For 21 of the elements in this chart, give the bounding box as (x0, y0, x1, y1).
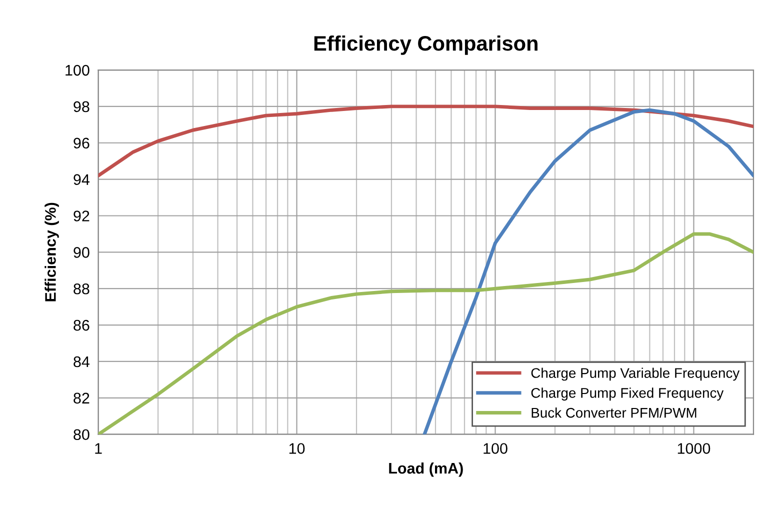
y-tick-label: 80 (74, 429, 90, 440)
y-tick-label: 96 (74, 138, 90, 149)
x-tick-label: 1000 (678, 443, 710, 454)
y-tick-label: 92 (74, 210, 90, 222)
y-tick-label: 88 (74, 283, 90, 294)
x-tick-label: 1 (95, 443, 102, 454)
x-tick-label: 100 (484, 443, 508, 454)
x-tick-label: 10 (289, 443, 305, 454)
legend-label: Buck Converter PFM/PWM (532, 408, 696, 418)
y-tick-label: 82 (74, 392, 90, 404)
chart-title: Efficiency Comparison (314, 35, 538, 55)
y-tick-label: 90 (74, 247, 90, 258)
y-tick-label: 98 (74, 101, 90, 112)
legend-label: Charge Pump Variable Frequency (531, 368, 740, 381)
y-tick-label: 86 (74, 320, 90, 331)
y-axis-title: Efficiency (%) (44, 202, 59, 302)
y-tick-label: 100 (66, 64, 90, 76)
x-axis-title: Load (mA) (389, 462, 463, 477)
legend-label: Charge Pump Fixed Frequency (531, 388, 724, 401)
y-tick-label: 84 (74, 356, 90, 368)
y-tick-label: 94 (74, 174, 90, 185)
